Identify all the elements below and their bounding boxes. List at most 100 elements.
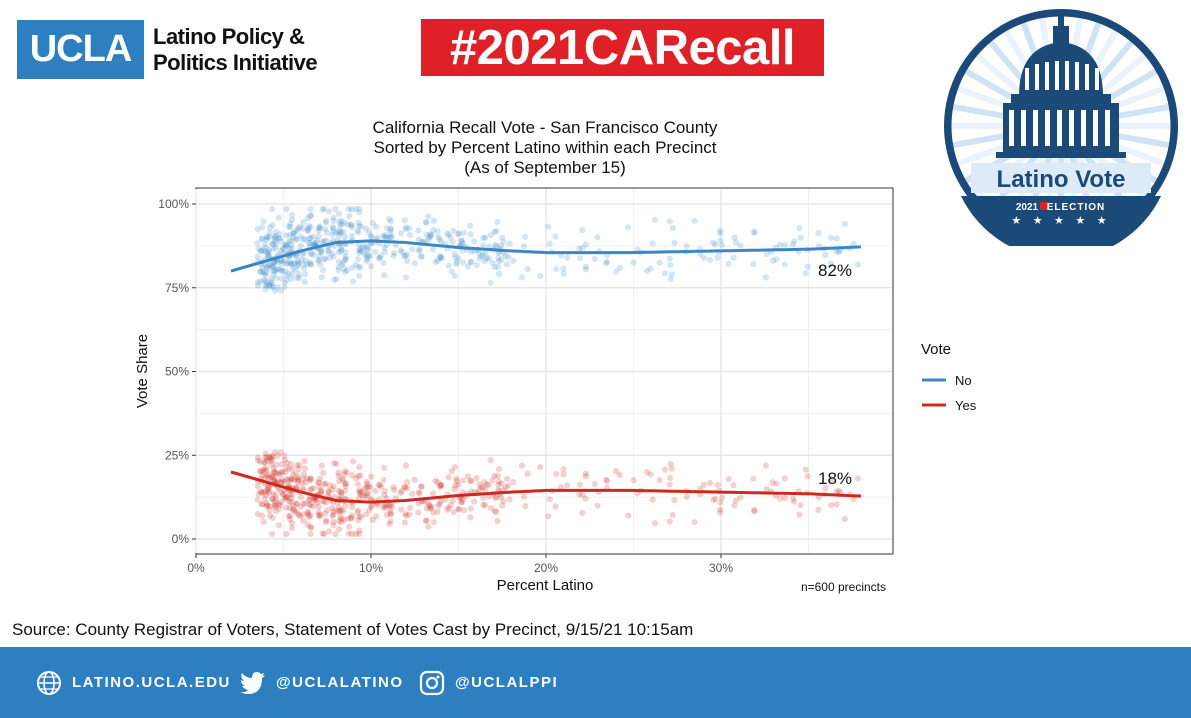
yes-point	[365, 507, 373, 514]
no-point	[279, 268, 286, 275]
yes-point	[293, 484, 300, 491]
no-point	[289, 245, 296, 252]
no-point	[667, 275, 674, 283]
yes-point	[317, 487, 325, 494]
yes-point	[323, 517, 330, 524]
no-point	[295, 262, 302, 269]
yes-point	[280, 492, 287, 499]
no-point	[349, 264, 356, 271]
yes-point	[306, 513, 313, 521]
yes-point	[321, 510, 329, 517]
no-point	[326, 254, 333, 261]
no-point	[287, 237, 295, 245]
no-point	[789, 241, 797, 248]
yes-point	[326, 482, 333, 489]
yes-point	[427, 505, 434, 512]
no-point	[358, 245, 365, 252]
yes-point	[283, 494, 290, 501]
no-point	[286, 231, 294, 239]
yes-point	[270, 474, 277, 481]
no-trend-line	[230, 239, 862, 273]
yes-point	[318, 497, 326, 505]
yes-point	[467, 478, 474, 485]
yes-point	[691, 519, 698, 526]
no-point	[557, 252, 565, 259]
yes-point	[450, 508, 457, 516]
no-point	[325, 247, 332, 254]
no-point	[365, 229, 373, 236]
y-tick-label: 75%	[165, 281, 189, 295]
yes-point	[667, 460, 674, 468]
yes-point	[338, 518, 345, 526]
footer-website[interactable]: LATINO.UCLA.EDU	[36, 647, 231, 718]
no-point	[286, 259, 294, 267]
yes-point	[354, 480, 361, 488]
no-point	[591, 255, 598, 263]
globe-icon	[37, 670, 61, 695]
yes-point	[445, 504, 452, 511]
yes-point	[493, 493, 500, 500]
no-point	[500, 238, 507, 245]
no-point	[467, 222, 474, 229]
yes-point	[418, 483, 425, 490]
no-point	[368, 234, 375, 241]
no-point	[282, 240, 289, 248]
yes-point	[335, 472, 342, 479]
no-point	[281, 279, 288, 287]
no-point	[404, 257, 411, 264]
yes-point	[257, 468, 264, 475]
no-point	[453, 261, 460, 268]
no-point	[298, 256, 305, 263]
twitter-icon	[240, 671, 265, 694]
yes-point	[300, 517, 307, 524]
yes-point	[338, 492, 345, 499]
no-point	[304, 215, 311, 222]
no-point	[338, 246, 345, 253]
yes-point	[265, 485, 272, 492]
yes-point	[302, 479, 309, 486]
yes-point	[263, 454, 270, 461]
no-point	[333, 229, 340, 236]
no-point	[306, 235, 313, 242]
yes-point	[706, 479, 714, 487]
no-point	[294, 260, 302, 268]
no-point	[602, 260, 610, 267]
no-point	[313, 236, 320, 244]
yes-point	[369, 516, 377, 524]
yes-point	[380, 503, 387, 511]
no-point	[373, 223, 380, 230]
footer-twitter[interactable]: @UCLALATINO	[240, 647, 404, 718]
no-point	[339, 228, 347, 235]
no-point	[719, 242, 726, 249]
yes-point	[288, 476, 295, 483]
yes-point	[306, 501, 313, 508]
chart-title-line: (As of September 15)	[464, 158, 626, 177]
yes-point	[520, 493, 528, 500]
no-point	[261, 270, 268, 277]
no-point	[266, 281, 273, 289]
no-point	[348, 224, 356, 231]
no-point	[485, 255, 492, 262]
no-point	[270, 262, 277, 269]
no-point	[282, 267, 289, 274]
yes-point	[321, 481, 328, 488]
no-point	[288, 261, 296, 268]
no-point	[295, 225, 302, 232]
yes-point	[305, 509, 312, 516]
no-point	[329, 250, 336, 257]
no-point	[356, 246, 363, 253]
yes-point	[354, 507, 362, 514]
yes-point	[404, 485, 411, 492]
yes-point	[266, 454, 273, 462]
yes-point	[398, 506, 405, 513]
no-point	[307, 261, 314, 268]
footer-instagram[interactable]: @UCLALPPI	[419, 647, 558, 718]
no-point	[582, 263, 589, 270]
no-point	[455, 230, 463, 237]
yes-point	[612, 468, 620, 475]
no-point	[706, 256, 714, 264]
no-point	[480, 235, 487, 242]
no-point	[271, 234, 278, 241]
no-point	[287, 220, 294, 227]
no-point	[292, 228, 299, 235]
